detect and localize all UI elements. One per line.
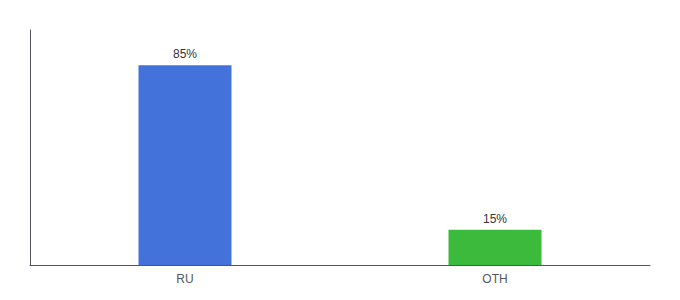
svg-text:RU: RU	[176, 272, 193, 286]
svg-text:15%: 15%	[483, 212, 507, 226]
svg-text:OTH: OTH	[482, 272, 507, 286]
svg-text:85%: 85%	[173, 47, 197, 61]
